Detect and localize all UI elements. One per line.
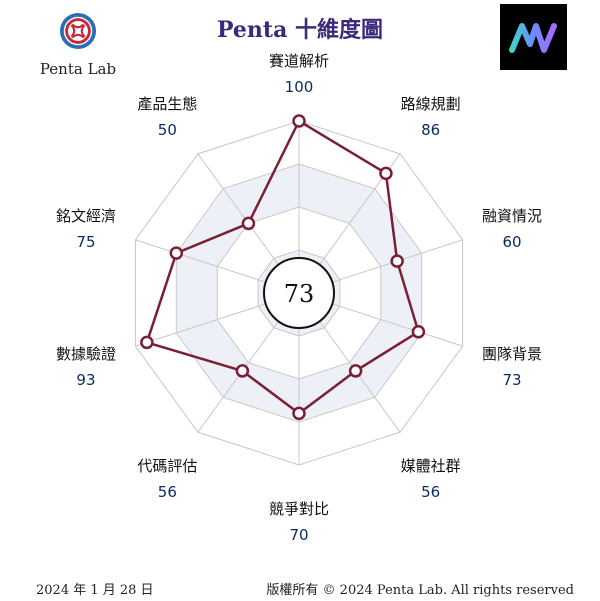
data-point (379, 166, 393, 181)
data-point (348, 364, 363, 378)
footer-copyright: 版權所有 © 2024 Penta Lab. All rights reserv… (266, 583, 574, 598)
axis-label: 銘文經濟 (56, 207, 116, 225)
chart-title: Penta 十維度圖 (216, 17, 384, 43)
axis-label: 數據驗證 (56, 345, 116, 363)
partner-logo (500, 4, 567, 70)
value-label: 75 (76, 233, 95, 251)
data-point (390, 254, 404, 268)
penta-lab-logo: Penta Lab (28, 12, 128, 82)
data-point (241, 216, 256, 231)
value-label: 73 (502, 371, 521, 389)
axis-label: 競爭對比 (269, 500, 329, 518)
value-label: 56 (421, 483, 440, 501)
footer-date: 2024 年 1 月 28 日 (36, 583, 154, 598)
data-point (292, 114, 306, 128)
value-label: 70 (289, 526, 308, 544)
data-point (140, 335, 154, 350)
axis-label: 團隊背景 (482, 345, 542, 363)
axis-label: 產品生態 (137, 95, 197, 113)
axis-label: 融資情況 (482, 207, 542, 225)
axis-label: 賽道解析 (269, 52, 329, 70)
value-label: 56 (158, 483, 177, 501)
penta-badge-icon (59, 12, 97, 50)
axis-label: 路線規劃 (401, 95, 461, 113)
data-point (235, 364, 250, 378)
data-point (169, 246, 184, 260)
center-score-circle (263, 257, 335, 329)
value-label: 93 (76, 371, 95, 389)
value-label: 60 (502, 233, 521, 251)
brand-text: Penta Lab (39, 60, 117, 78)
center-score-label: 73 (284, 280, 315, 308)
av-logo-icon (509, 23, 557, 53)
axis-label: 媒體社群 (401, 457, 461, 475)
axis-label: 代碼評估 (137, 457, 197, 475)
value-label: 50 (158, 121, 177, 139)
data-point (292, 406, 306, 421)
value-label: 86 (421, 121, 440, 139)
data-point (411, 325, 426, 339)
value-label: 100 (285, 78, 314, 96)
